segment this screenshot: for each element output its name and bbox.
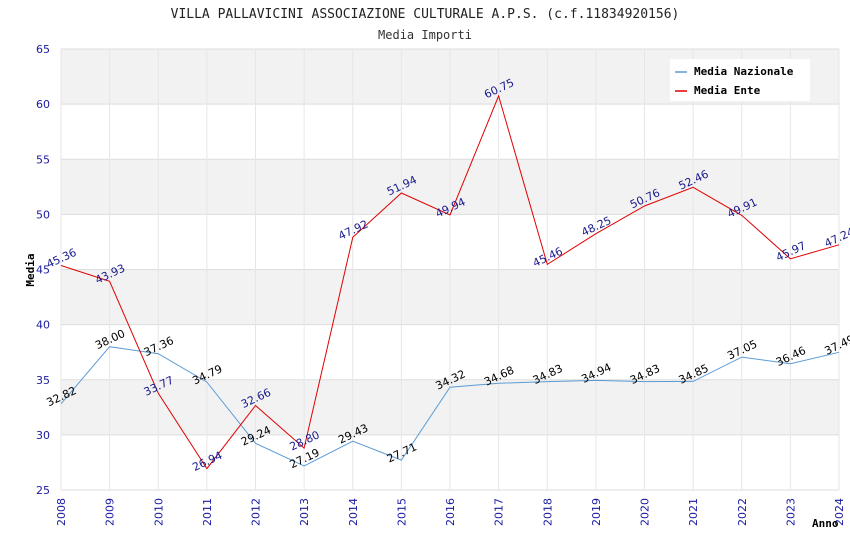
y-axis-label: Media (24, 253, 37, 286)
x-tick-2022: 2022 (736, 498, 749, 526)
x-tick-2012: 2012 (250, 498, 263, 526)
y-tick-60: 60 (36, 98, 50, 111)
x-tick-2014: 2014 (347, 498, 360, 526)
y-tick-25: 25 (36, 484, 50, 497)
x-tick-2018: 2018 (541, 498, 554, 526)
series-line-media-ente (60, 94, 840, 470)
x-tick-2015: 2015 (395, 498, 408, 526)
x-tick-2011: 2011 (201, 498, 214, 526)
x-tick-2008: 2008 (55, 498, 68, 526)
y-tick-55: 55 (36, 153, 50, 166)
x-axis-ticks: 2008 2009 2010 2011 2012 2013 2014 2015 2016 2017… (55, 498, 846, 526)
x-tick-2010: 2010 (152, 498, 165, 526)
y-axis-ticks: 25 30 35 40 45 50 55 60 65 (36, 43, 50, 497)
legend-label-media-ente: Media Ente (694, 84, 761, 97)
legend: Media Nazionale Media Ente (670, 59, 810, 101)
x-tick-2017: 2017 (493, 498, 506, 526)
x-tick-2020: 2020 (639, 498, 652, 526)
y-tick-45: 45 (36, 264, 50, 277)
x-tick-2019: 2019 (590, 498, 603, 526)
y-tick-65: 65 (36, 43, 50, 56)
y-tick-40: 40 (36, 319, 50, 332)
x-tick-2013: 2013 (298, 498, 311, 526)
chart-subtitle: Media Importi (378, 28, 472, 42)
y-tick-30: 30 (36, 429, 50, 442)
x-tick-2021: 2021 (687, 498, 700, 526)
chart-title: VILLA PALLAVICINI ASSOCIAZIONE CULTURALE… (171, 7, 680, 22)
grid-lines (60, 48, 840, 491)
x-tick-2009: 2009 (104, 498, 117, 526)
legend-label-media-nazionale: Media Nazionale (694, 65, 794, 78)
series-lines (60, 94, 840, 470)
x-tick-2023: 2023 (784, 498, 797, 526)
series-line-media-nazionale (60, 346, 840, 467)
x-tick-2016: 2016 (444, 498, 457, 526)
x-tick-2024: 2024 (833, 498, 846, 526)
x-axis-label: Anno (812, 517, 839, 530)
y-tick-35: 35 (36, 374, 50, 387)
y-tick-50: 50 (36, 208, 50, 221)
legend-box (670, 59, 810, 101)
